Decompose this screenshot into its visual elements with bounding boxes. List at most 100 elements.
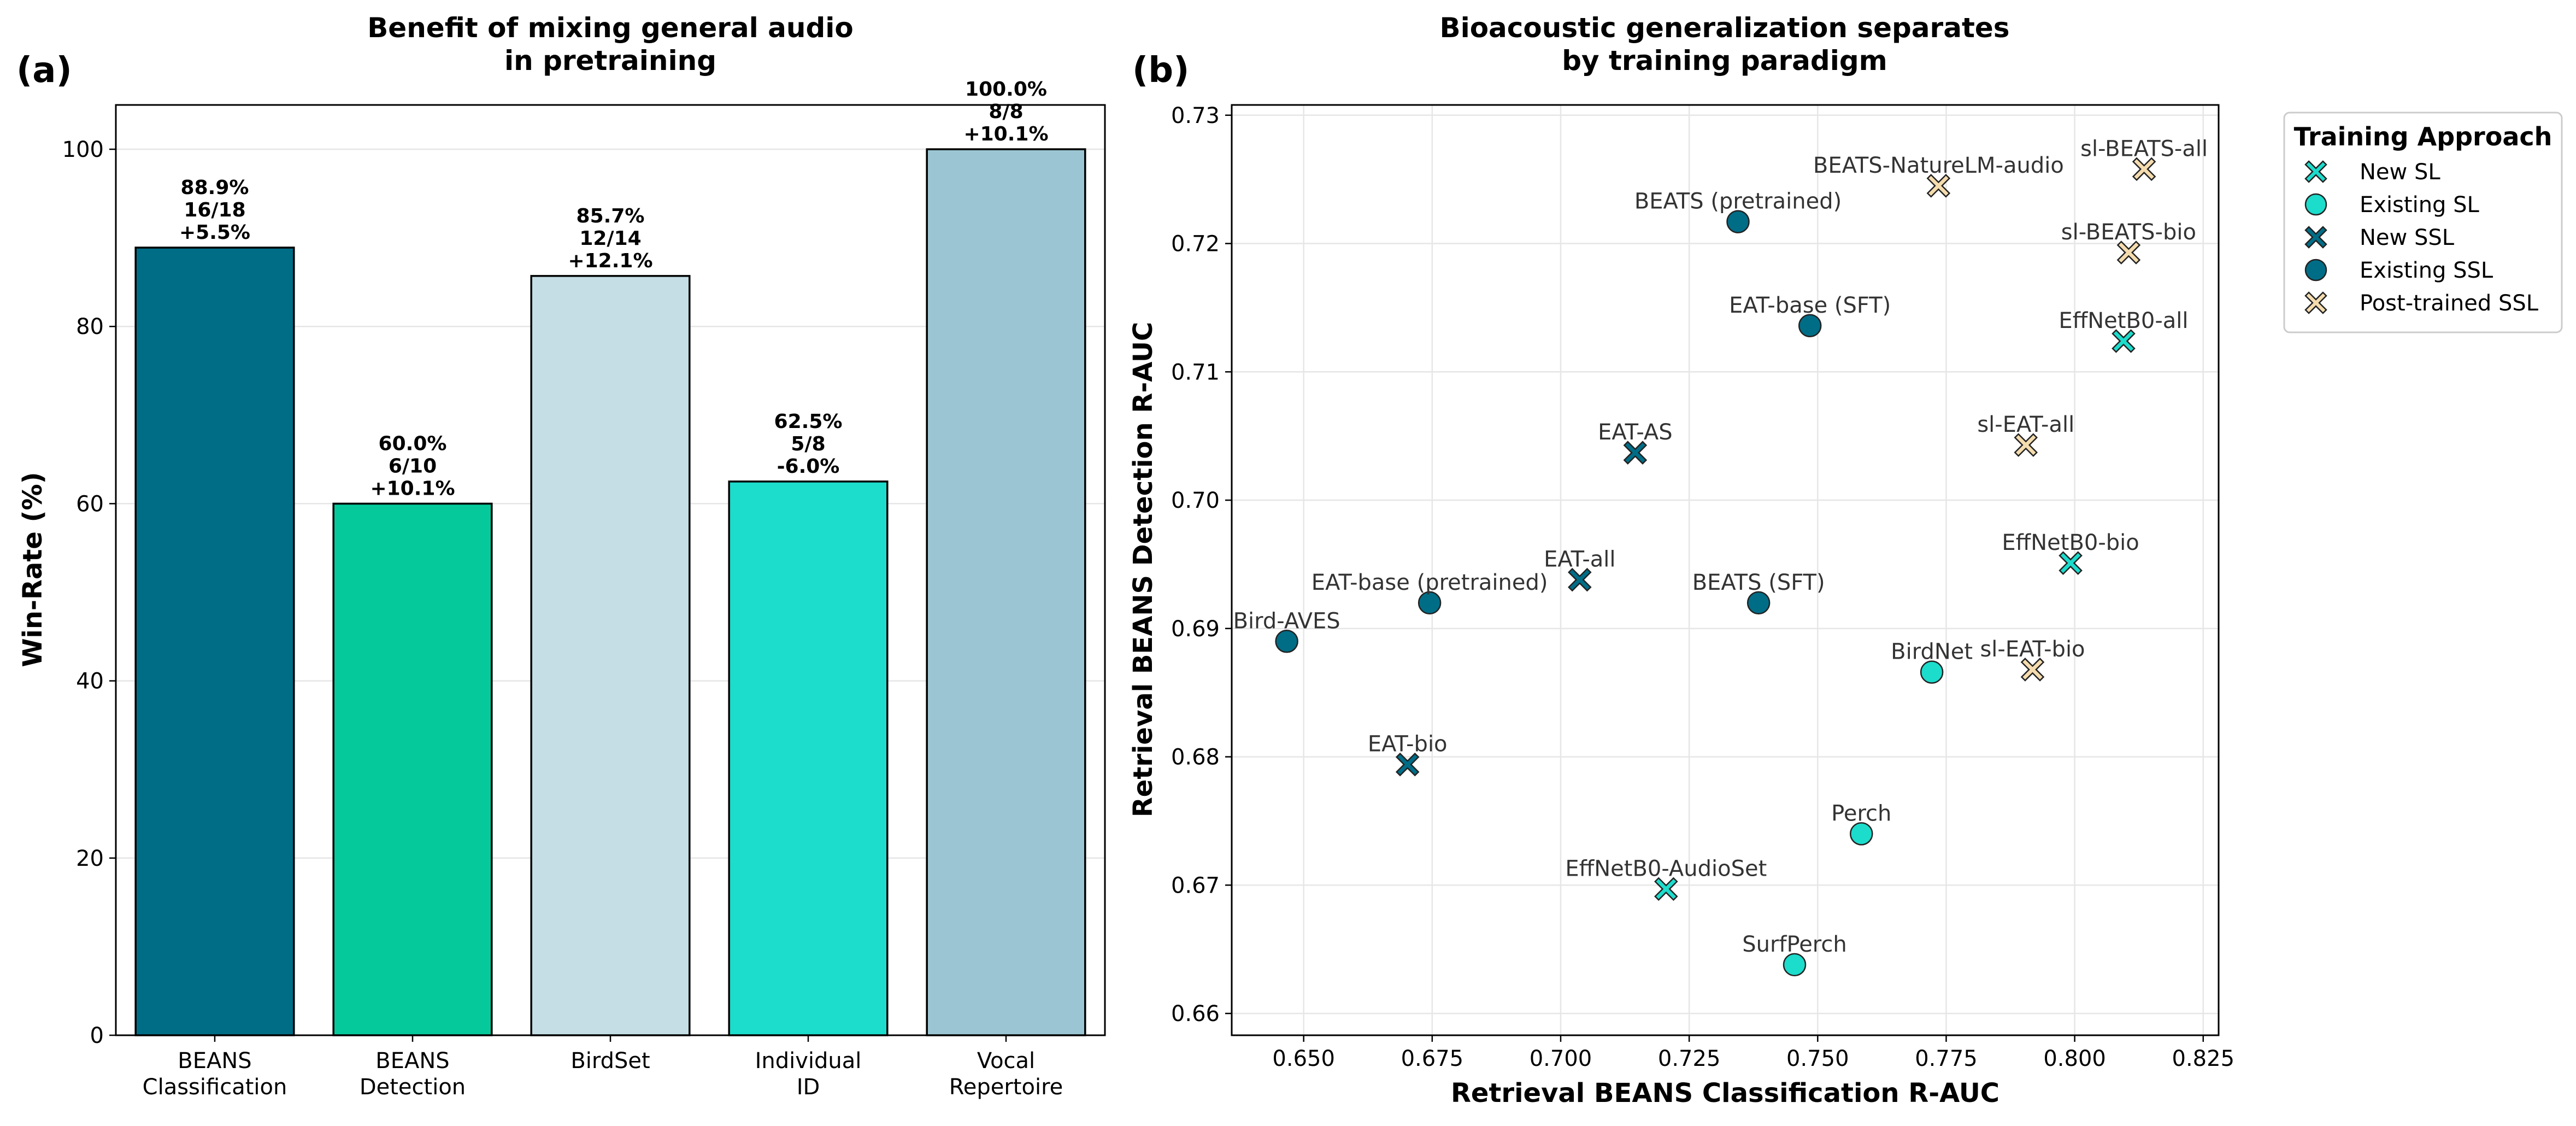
scatter-point xyxy=(1395,752,1420,777)
scatter-point xyxy=(2132,157,2156,181)
panel-b-x-tick-label: 0.775 xyxy=(1915,1046,1978,1071)
panel-b-y-tick-label: 0.72 xyxy=(1171,232,1220,257)
scatter-point xyxy=(1850,822,1873,846)
panel-b-y-tick-label: 0.68 xyxy=(1171,745,1220,770)
panel-a-y-axis-label: Win-Rate (%) xyxy=(17,472,48,667)
legend-marker xyxy=(2304,259,2327,282)
legend-entry-label: New SL xyxy=(2360,160,2440,185)
bar-value-label: 62.5% xyxy=(774,410,843,433)
panel-a-y-tick-label: 20 xyxy=(76,846,104,871)
scatter-point-label: EffNetB0-bio xyxy=(2002,530,2139,555)
scatter-point xyxy=(1568,567,1592,592)
panel-b-axes-frame xyxy=(1231,104,2220,1036)
scatter-point-label: BEATS (pretrained) xyxy=(1634,189,1842,214)
legend-entry-label: Existing SSL xyxy=(2360,258,2493,283)
panel-a-title-line-2: in pretraining xyxy=(504,45,716,77)
panel-b-x-tick-label: 0.800 xyxy=(2043,1046,2106,1071)
panel-a-bars xyxy=(134,148,1086,1036)
bar-value-label: +5.5% xyxy=(179,221,250,244)
panel-b-points xyxy=(1275,157,2156,977)
panel-b-y-tick-label: 0.73 xyxy=(1171,103,1220,128)
panel-a-x-tick-label: ID xyxy=(797,1075,820,1100)
panel-b-y-tick-label: 0.66 xyxy=(1171,1001,1220,1027)
scatter-point-label: BEATS-NatureLM-audio xyxy=(1813,153,2064,178)
bar-value-label: 16/18 xyxy=(184,199,245,221)
legend-marker xyxy=(2304,291,2327,314)
legend-marker xyxy=(2304,160,2327,183)
panel-a-title-line-1: Benefit of mixing general audio xyxy=(367,12,854,44)
panel-a-x-tick-label: Classification xyxy=(143,1075,287,1100)
bar xyxy=(926,148,1086,1036)
scatter-point-label: EffNetB0-all xyxy=(2059,308,2188,333)
scatter-point xyxy=(1726,210,1750,233)
bar-value-label: 12/14 xyxy=(579,227,641,250)
scatter-point-label: sl-BEATS-bio xyxy=(2061,220,2196,245)
scatter-point xyxy=(1783,953,1807,977)
scatter-point xyxy=(1746,591,1771,615)
panel-b-y-ticks: 0.66 0.67 0.68 0.69 0.70 0.71 0.72 0.73 xyxy=(1171,103,1232,1027)
scatter-point-label: EffNetB0-AudioSet xyxy=(1565,856,1767,881)
scatter-point xyxy=(1920,660,1944,684)
panel-b-title-line-1: Bioacoustic generalization separates xyxy=(1439,12,2009,44)
scatter-point xyxy=(2059,551,2083,575)
bar xyxy=(530,275,691,1036)
panel-a-y-tick-label: 60 xyxy=(76,491,104,517)
scatter-point-label: BEATS (SFT) xyxy=(1692,570,1825,595)
bar-value-label: 6/10 xyxy=(389,455,437,477)
legend-marker xyxy=(2304,193,2327,216)
panel-b: (b) Bioacoustic generalization separates… xyxy=(1128,12,2234,1109)
scatter-point xyxy=(1798,314,1822,338)
panel-a-bar-labels: 88.9%16/18+5.5%60.0%6/10+10.1%85.7%12/14… xyxy=(179,78,1049,500)
scatter-point xyxy=(1926,174,1951,198)
bar xyxy=(728,480,889,1036)
panel-a-x-tick-label: Individual xyxy=(755,1048,862,1074)
panel-b-y-tick-label: 0.69 xyxy=(1171,617,1220,642)
panel-b-y-axis-label: Retrieval BEANS Detection R-AUC xyxy=(1128,322,1158,817)
bar-value-label: 60.0% xyxy=(379,432,447,455)
scatter-point-label: sl-EAT-bio xyxy=(1980,637,2085,662)
legend-marker xyxy=(2304,226,2327,249)
panel-a-x-ticks: BEANSClassificationBEANSDetectionBirdSet… xyxy=(143,1035,1063,1100)
scatter-point xyxy=(2014,433,2038,457)
panel-a-x-tick-label: Vocal xyxy=(977,1048,1035,1074)
panel-b-y-tick-label: 0.70 xyxy=(1171,488,1220,513)
panel-b-x-axis-label: Retrieval BEANS Classification R-AUC xyxy=(1451,1078,1999,1109)
panel-a-x-tick-label: Detection xyxy=(360,1075,466,1100)
panel-a-y-tick-label: 80 xyxy=(76,314,104,339)
scatter-point-label: sl-EAT-all xyxy=(1977,412,2074,437)
scatter-point xyxy=(1623,441,1648,465)
legend-entry-label: Existing SL xyxy=(2360,192,2480,218)
bar xyxy=(332,502,493,1036)
panel-a-x-tick-label: BEANS xyxy=(375,1048,449,1074)
scatter-point-label: SurfPerch xyxy=(1742,932,1846,957)
legend-entry-label: New SSL xyxy=(2360,225,2455,250)
scatter-point-label: BirdNet xyxy=(1891,640,1973,665)
scatter-point-label: Bird-AVES xyxy=(1233,608,1340,634)
legend-entry-label: Post-trained SSL xyxy=(2360,291,2539,316)
panel-b-x-tick-label: 0.700 xyxy=(1530,1046,1592,1071)
panel-a-axes-frame xyxy=(115,104,1106,1036)
panel-b-x-ticks: 0.650 0.675 0.700 0.725 0.750 0.775 0.800 0.825 xyxy=(1272,1035,2234,1071)
scatter-point-label: sl-BEATS-all xyxy=(2080,136,2208,161)
bar-value-label: +10.1% xyxy=(963,123,1048,145)
bar-value-label: -6.0% xyxy=(777,455,840,478)
bar-value-label: 8/8 xyxy=(989,101,1023,123)
bar xyxy=(134,247,295,1036)
legend-title: Training Approach xyxy=(2294,122,2553,151)
scatter-point-label: Perch xyxy=(1831,801,1891,826)
panel-b-y-tick-label: 0.71 xyxy=(1171,360,1220,385)
scatter-point-label: EAT-base (pretrained) xyxy=(1311,570,1548,595)
bar-value-label: 5/8 xyxy=(791,433,825,455)
bar-value-label: 85.7% xyxy=(577,205,645,227)
panel-b-x-tick-label: 0.725 xyxy=(1658,1046,1721,1071)
panel-a-label: (a) xyxy=(16,50,72,91)
panel-b-point-labels: sl-BEATS-all BEATS-NatureLM-audio BEATS (p… xyxy=(1233,136,2208,957)
panel-b-gridlines xyxy=(1232,105,2219,1035)
scatter-point-label: EAT-base (SFT) xyxy=(1729,293,1891,318)
panel-b-x-tick-label: 0.675 xyxy=(1401,1046,1464,1071)
scatter-point xyxy=(2112,329,2136,353)
panel-a: (a) Benefit of mixing general audio in p… xyxy=(16,12,1106,1100)
scatter-point xyxy=(2116,241,2141,265)
scatter-point-label: EAT-AS xyxy=(1598,420,1673,445)
scatter-point-label: EAT-bio xyxy=(1368,732,1448,757)
